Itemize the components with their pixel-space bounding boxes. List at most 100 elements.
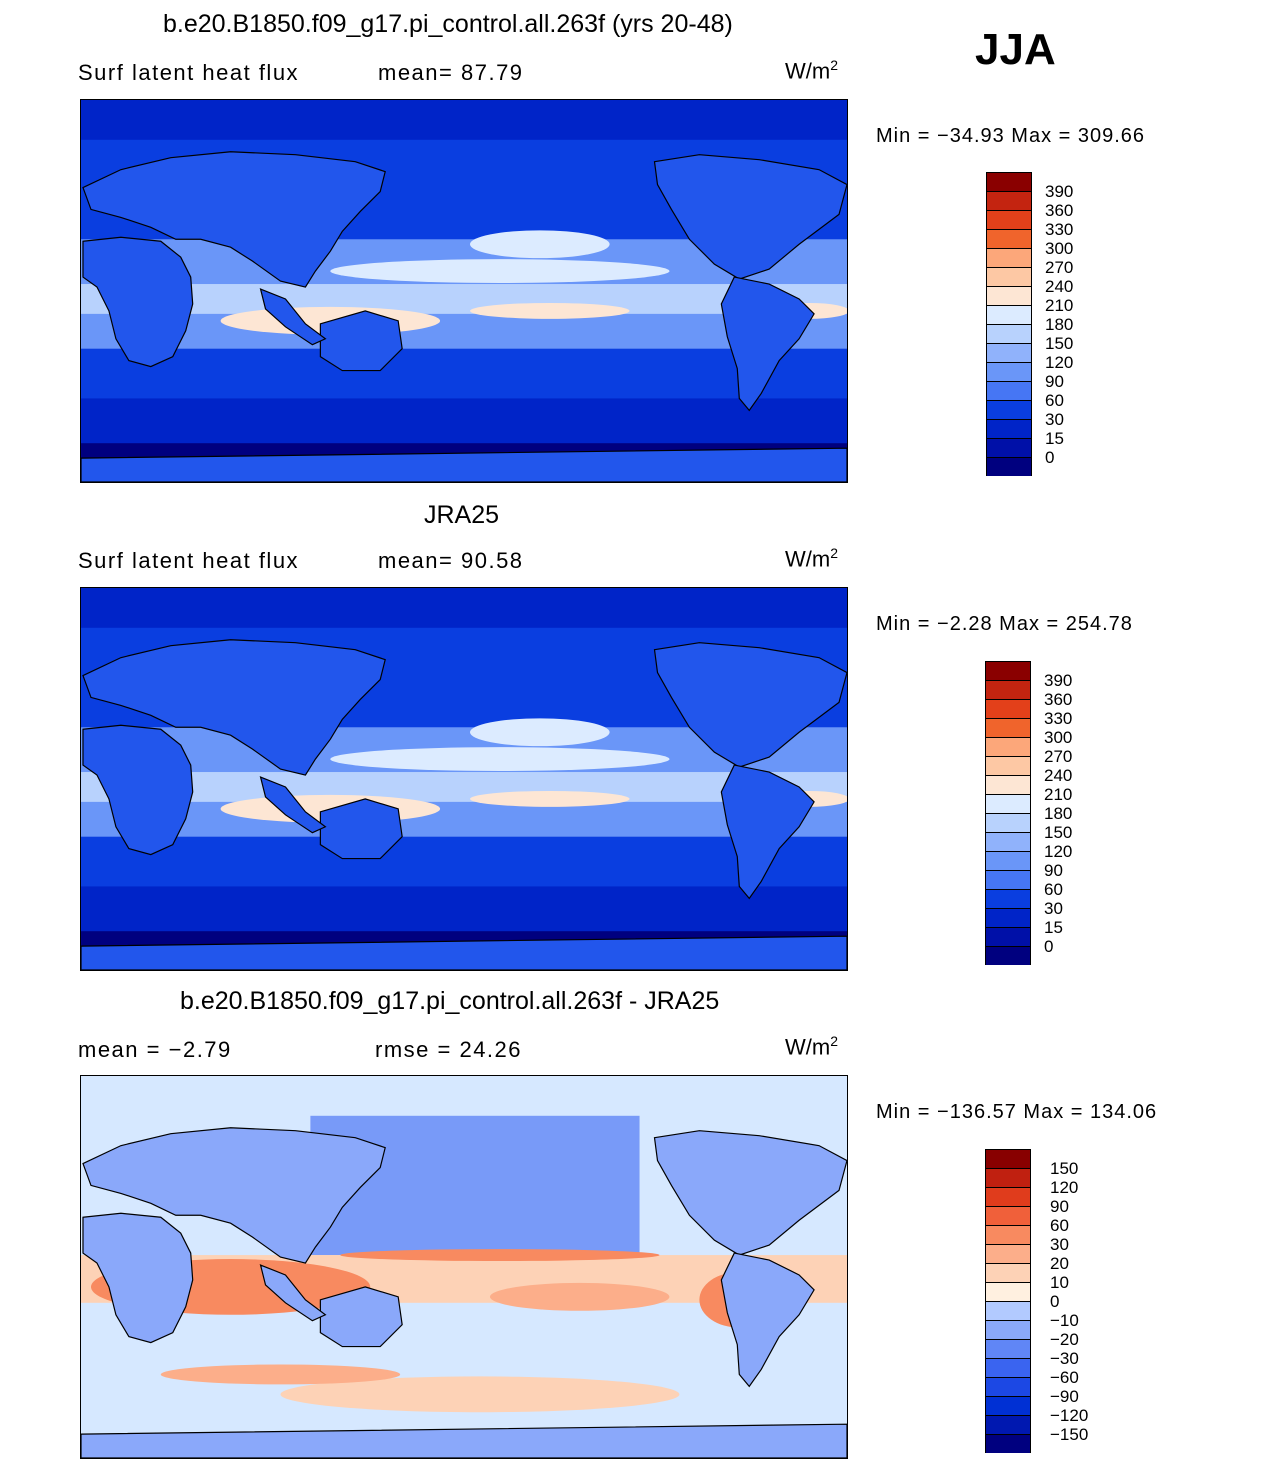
colorbar-tick-label: 270 xyxy=(1045,258,1074,277)
units-label: W/m2 xyxy=(785,58,838,82)
colorbar-box xyxy=(985,1282,1031,1302)
colorbar-tick-label: −120 xyxy=(1050,1406,1089,1425)
units-exponent: 2 xyxy=(830,57,838,73)
colorbar-tick-label: 0 xyxy=(1044,937,1054,956)
colorbar-tick-label: 0 xyxy=(1050,1292,1060,1311)
colorbar-box xyxy=(985,718,1031,738)
colorbar-box xyxy=(985,1187,1031,1207)
colorbar-tick-label: 300 xyxy=(1045,239,1074,258)
colorbar-tick-label: −60 xyxy=(1050,1368,1079,1387)
colorbar-box xyxy=(985,851,1031,871)
colorbar-svg xyxy=(986,172,1032,477)
colorbar-box xyxy=(986,419,1032,439)
colorbar-box xyxy=(986,286,1032,306)
colorbar-tick-label: 390 xyxy=(1045,182,1074,201)
colorbar-box xyxy=(985,680,1031,700)
colorbar-tick-label: 210 xyxy=(1044,785,1073,804)
colorbar xyxy=(986,172,1032,481)
colorbar-tick-label: −90 xyxy=(1050,1387,1079,1406)
colorbar-tick-label: 120 xyxy=(1050,1178,1079,1197)
colorbar-tick-label: 60 xyxy=(1044,880,1063,899)
map-model xyxy=(80,99,848,483)
minmax-label: Min = −34.93 Max = 309.66 xyxy=(876,125,1146,147)
units-label: W/m2 xyxy=(785,546,838,570)
colorbar-tick-label: 240 xyxy=(1045,277,1074,296)
colorbar-tick-label: 60 xyxy=(1045,391,1064,410)
colorbar-box xyxy=(985,661,1031,681)
colorbar-tick-label: 330 xyxy=(1045,220,1074,239)
colorbar-tick-label: −150 xyxy=(1050,1425,1089,1444)
colorbar-box xyxy=(986,172,1032,192)
colorbar-tick-label: 90 xyxy=(1045,372,1064,391)
colorbar-box xyxy=(985,756,1031,776)
map-model-svg xyxy=(81,100,847,482)
colorbar-tick-label: 120 xyxy=(1044,842,1073,861)
panel-title: b.e20.B1850.f09_g17.pi_control.all.263f … xyxy=(180,987,720,1015)
colorbar-tick-label: 10 xyxy=(1050,1273,1069,1292)
colorbar-box xyxy=(985,927,1031,947)
colorbar-tick-label: 90 xyxy=(1044,861,1063,880)
variable-label: Surf latent heat flux xyxy=(78,60,300,85)
colorbar-box xyxy=(985,946,1031,966)
colorbar-tick-label: 15 xyxy=(1044,918,1063,937)
units-text: W/m xyxy=(785,1034,831,1060)
colorbar-box xyxy=(985,775,1031,795)
colorbar-tick-label: 15 xyxy=(1045,429,1064,448)
colorbar-tick-label: 150 xyxy=(1050,1159,1079,1178)
mean-label: mean = −2.79 xyxy=(78,1037,232,1062)
colorbar-box xyxy=(985,1149,1031,1169)
rmse-label: rmse = 24.26 xyxy=(375,1037,523,1062)
minmax-label: Min = −136.57 Max = 134.06 xyxy=(876,1101,1158,1123)
colorbar-tick-label: 360 xyxy=(1045,201,1074,220)
colorbar-box xyxy=(985,1377,1031,1397)
colorbar-tick-label: 270 xyxy=(1044,747,1073,766)
colorbar-tick-label: 30 xyxy=(1050,1235,1069,1254)
colorbar-tick-label: 330 xyxy=(1044,709,1073,728)
colorbar-box xyxy=(985,889,1031,909)
units-text: W/m xyxy=(785,546,831,572)
colorbar-tick-label: 360 xyxy=(1044,690,1073,709)
units-exponent: 2 xyxy=(830,1033,838,1049)
colorbar-tick-label: 180 xyxy=(1044,804,1073,823)
colorbar-box xyxy=(986,229,1032,249)
units-exponent: 2 xyxy=(830,545,838,561)
colorbar-tick-label: 20 xyxy=(1050,1254,1069,1273)
colorbar-box xyxy=(986,400,1032,420)
colorbar-tick-label: −20 xyxy=(1050,1330,1079,1349)
colorbar-box xyxy=(986,324,1032,344)
colorbar-box xyxy=(986,267,1032,287)
colorbar-tick-label: −30 xyxy=(1050,1349,1079,1368)
colorbar-box xyxy=(986,362,1032,382)
colorbar-svg xyxy=(985,1149,1031,1454)
colorbar-tick-label: 150 xyxy=(1045,334,1074,353)
colorbar-box xyxy=(985,1263,1031,1283)
colorbar xyxy=(985,1149,1031,1458)
colorbar-box xyxy=(985,794,1031,814)
colorbar-box xyxy=(986,438,1032,458)
colorbar-box xyxy=(985,1396,1031,1416)
colorbar-box xyxy=(985,1320,1031,1340)
colorbar-box xyxy=(986,343,1032,363)
colorbar-box xyxy=(985,1225,1031,1245)
colorbar-tick-label: 60 xyxy=(1050,1216,1069,1235)
colorbar-box xyxy=(985,1434,1031,1454)
colorbar-box xyxy=(985,1415,1031,1435)
colorbar-svg xyxy=(985,661,1031,966)
colorbar-tick-label: 180 xyxy=(1045,315,1074,334)
season-label: JJA xyxy=(975,25,1056,74)
colorbar-box xyxy=(985,1168,1031,1188)
colorbar-box xyxy=(985,832,1031,852)
colorbar xyxy=(985,661,1031,970)
colorbar-box xyxy=(986,457,1032,477)
colorbar-box xyxy=(986,210,1032,230)
colorbar-box xyxy=(985,1301,1031,1321)
units-label: W/m2 xyxy=(785,1034,838,1058)
colorbar-box xyxy=(985,699,1031,719)
colorbar-tick-label: 300 xyxy=(1044,728,1073,747)
colorbar-tick-label: 0 xyxy=(1045,448,1055,467)
colorbar-box xyxy=(985,908,1031,928)
variable-label: Surf latent heat flux xyxy=(78,548,300,573)
colorbar-box xyxy=(985,737,1031,757)
panel-title: b.e20.B1850.f09_g17.pi_control.all.263f … xyxy=(163,10,733,38)
map-diff-svg xyxy=(81,1076,847,1458)
